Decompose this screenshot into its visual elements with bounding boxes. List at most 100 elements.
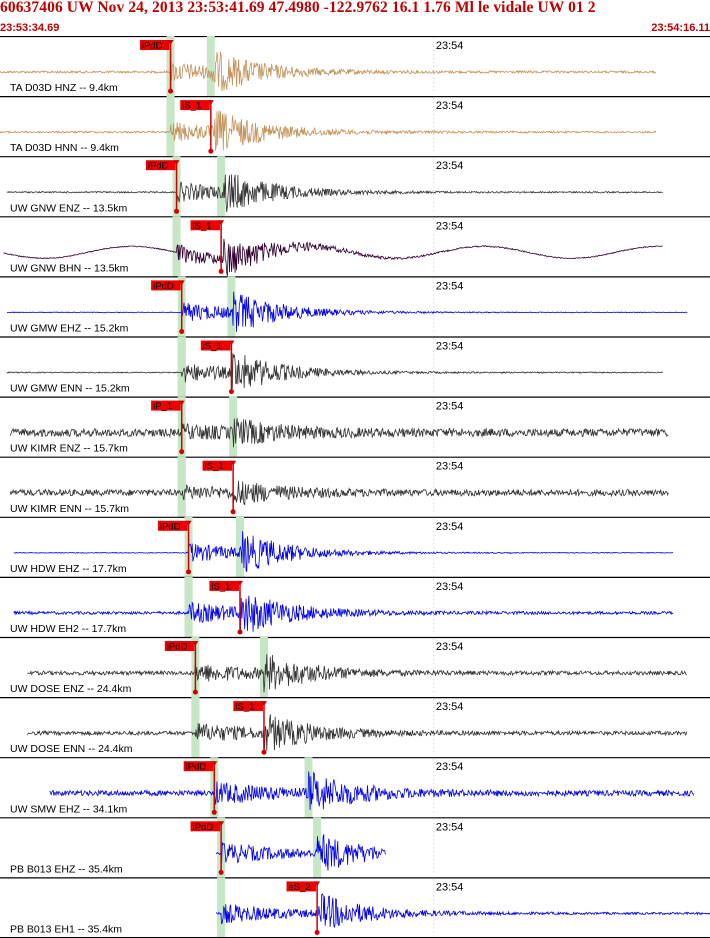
minute-label: 23:54: [436, 160, 464, 172]
channel-label: UW DOSE ENN -- 24.4km: [10, 743, 133, 755]
channel-label: UW KIMR ENN -- 15.7km: [10, 503, 129, 515]
pick-marker-dot: [186, 569, 192, 575]
pick-window-band: [177, 456, 186, 517]
waveform-trace: [0, 110, 657, 151]
waveform-trace: [13, 595, 674, 632]
minute-label: 23:54: [436, 881, 464, 893]
pick-label: iPdD: [193, 822, 214, 833]
pick-label: eS_2: [289, 882, 311, 893]
pick-window-band: [217, 156, 226, 217]
pick-label-box: [183, 761, 214, 772]
waveform-trace: [13, 531, 674, 572]
pick-label: iPdD: [153, 281, 174, 292]
minute-label: 23:54: [436, 521, 464, 533]
pick-marker-dot: [237, 629, 243, 635]
waveform-trace: [27, 654, 687, 693]
channel-label: UW KIMR ENZ -- 15.7km: [10, 443, 128, 455]
pick-label-box: [209, 580, 239, 591]
pick-label-box: [190, 821, 221, 832]
waveform-trace: [9, 418, 669, 448]
trace-panel: 23:54 iS_1 TA D03D HNN -- 9.4km: [0, 95, 710, 157]
seismogram-stack: 23:54 iPdD TA D03D HNZ -- 9.4km 23:54 iS_1 TA…: [0, 36, 710, 938]
pick-window-band: [184, 576, 193, 637]
minute-label: 23:54: [436, 401, 464, 413]
pick-window-band: [206, 36, 215, 97]
pick-label: iS_1: [193, 221, 212, 232]
channel-label: UW GMW EHZ -- 15.2km: [10, 323, 129, 335]
waveform-trace: [9, 480, 669, 506]
pick-window-band: [259, 637, 268, 698]
pick-window-band: [227, 276, 236, 337]
waveform-trace: [0, 51, 657, 92]
channel-label: UW DOSE ENZ -- 24.4km: [10, 683, 132, 695]
pick-arrow: [228, 340, 235, 346]
pick-arrow: [207, 100, 214, 106]
channel-label: TA D03D HNN -- 9.4km: [10, 142, 119, 154]
trace-panel: 23:54 iS_1 UW GMW ENN -- 15.2km: [0, 336, 710, 397]
pick-label-box: [233, 701, 263, 712]
pick-label-box: [145, 160, 176, 171]
waveform-trace: [27, 714, 688, 753]
pick-arrow: [260, 701, 267, 707]
waveform-trace: [215, 893, 710, 928]
minute-label: 23:54: [436, 100, 464, 112]
trace-panel: 23:54 iPdD UW GMW EHZ -- 15.2km: [0, 276, 710, 337]
minute-label: 23:54: [436, 821, 464, 833]
trace-panel: 23:54 eS_2 PB B013 EH1 -- 35.4km: [0, 877, 710, 938]
minute-label: 23:54: [436, 701, 464, 713]
pick-arrow: [230, 460, 237, 466]
pick-label: iS_1: [205, 461, 224, 472]
pick-label-box: [139, 40, 170, 50]
minute-label: 23:54: [436, 341, 464, 353]
pick-label: iP_1: [153, 401, 172, 412]
channel-label: UW GNW ENZ -- 13.5km: [10, 202, 128, 214]
trace-panel: 23:54 iS_1 UW KIMR ENN -- 15.7km: [0, 456, 710, 517]
event-header: 60637406 UW Nov 24, 2013 23:53:41.69 47.…: [0, 0, 710, 36]
pick-marker-dot: [228, 389, 234, 395]
trace-panel: 23:54 iPdD UW SMW EHZ -- 34.1km: [0, 757, 710, 818]
pick-label: iPdD: [167, 642, 188, 653]
minute-label: 23:54: [436, 40, 464, 52]
pick-label-box: [200, 340, 231, 351]
pick-label: iPdD: [160, 521, 181, 532]
pick-arrow: [178, 280, 185, 286]
trace-panel: 23:54 iPdD PB B013 EHZ -- 35.4km: [0, 817, 710, 878]
pick-label: iPdD: [186, 762, 207, 773]
pick-label: iS_1: [182, 101, 201, 112]
waveform-trace: [6, 291, 688, 332]
pick-label-box: [190, 220, 221, 231]
pick-marker-dot: [218, 268, 224, 274]
waveform-trace: [6, 349, 663, 390]
pick-arrow: [185, 520, 192, 526]
trace-panel: 23:54 iPdD UW GNW ENZ -- 13.5km: [0, 156, 710, 217]
pick-marker-dot: [168, 88, 174, 94]
pick-window-band: [172, 216, 181, 277]
pick-window-band: [191, 697, 200, 758]
pick-marker-dot: [218, 869, 224, 875]
pick-arrow: [218, 821, 225, 827]
minute-label: 23:54: [436, 761, 464, 773]
channel-label: PB B013 EH1 -- 35.4km: [10, 924, 122, 936]
pick-label-box: [286, 881, 317, 892]
pick-window-band: [229, 396, 238, 457]
pick-marker-dot: [230, 509, 236, 515]
window-end-time: 23:54:16.11: [651, 22, 710, 34]
trace-panel: 23:54 iS_1 UW GNW BHN -- 13.5km: [0, 216, 710, 277]
minute-label: 23:54: [436, 641, 464, 653]
minute-label: 23:54: [436, 280, 464, 292]
trace-panel: 23:54 iPdD UW HDW EHZ -- 17.7km: [0, 516, 710, 577]
pick-window-band: [177, 336, 186, 397]
waveform-trace: [3, 238, 663, 277]
seismogram-chart[interactable]: 23:54 iPdD TA D03D HNZ -- 9.4km 23:54 iS_1 TA…: [0, 36, 710, 938]
trace-panel: 23:54 iPdD UW DOSE ENZ -- 24.4km: [0, 636, 710, 698]
pick-arrow: [211, 761, 218, 767]
pick-marker-dot: [314, 930, 320, 935]
pick-marker-dot: [261, 749, 267, 755]
pick-label: iS_1: [211, 581, 230, 592]
pick-arrow: [192, 641, 199, 646]
pick-arrow: [178, 400, 185, 406]
trace-panel: 23:54 iPdD TA D03D HNZ -- 9.4km: [0, 36, 710, 97]
waveform-trace: [6, 174, 663, 213]
channel-label: UW GMW ENN -- 15.2km: [10, 383, 130, 395]
pick-label: iPdD: [142, 41, 163, 52]
